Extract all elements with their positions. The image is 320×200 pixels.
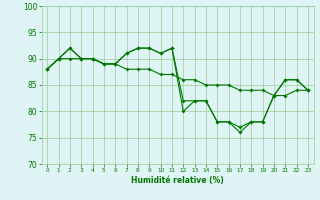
X-axis label: Humidité relative (%): Humidité relative (%) [131, 176, 224, 185]
